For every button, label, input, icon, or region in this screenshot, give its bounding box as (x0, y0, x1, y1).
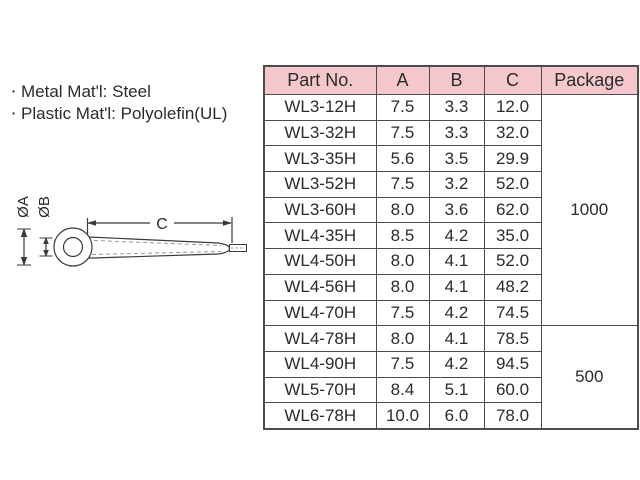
arrowhead-up (43, 237, 49, 244)
ring-outer-circle (53, 227, 93, 267)
dim-a-cell: 7.5 (375, 94, 430, 121)
dim-b-cell: 4.1 (428, 325, 485, 352)
part-number-cell: WL4-56H (263, 273, 377, 301)
sleeve-texture-bottom (91, 251, 222, 255)
part-number-cell: WL3-12H (263, 94, 377, 121)
arrowhead-right (223, 220, 232, 226)
arrowhead-left (87, 220, 96, 226)
dim-b-label: ØB (36, 196, 53, 218)
dim-c-cell: 32.0 (483, 119, 542, 147)
part-number-cell: WL3-35H (263, 145, 377, 173)
dim-a-cell: 8.0 (375, 273, 430, 301)
dim-a-cell: 8.0 (375, 325, 430, 352)
dim-a-cell: 7.5 (375, 299, 430, 327)
dim-a-cell: 8.0 (375, 248, 430, 275)
part-number-cell: WL3-52H (263, 171, 377, 198)
dim-b-cell: 3.6 (428, 196, 485, 224)
dim-c-cell: 35.0 (483, 222, 542, 250)
dim-c-cell: 74.5 (483, 299, 542, 327)
ring-inner-circle (62, 236, 84, 258)
material-label-metal: Metal Mat'l: Steel (21, 82, 151, 101)
material-item-metal: · Metal Mat'l: Steel (6, 81, 227, 103)
dim-b-cell: 4.2 (428, 299, 485, 327)
table-row: WL5-70H 8.4 5.1 60.0 (263, 376, 638, 404)
dim-a-cell: 10.0 (375, 402, 430, 430)
dim-c-cell: 60.0 (483, 376, 542, 404)
spec-table-body: WL3-12H 7.5 3.3 12.0 1000 WL3-32H 7.5 3.3 32.0 WL… (263, 93, 639, 430)
dim-a-cell: 5.6 (375, 145, 430, 173)
sleeve-body-outline (77, 235, 231, 260)
bullet-dot: · (10, 103, 17, 124)
table-row: WL4-90H 7.5 4.2 94.5 (263, 350, 638, 378)
dim-c-cell: 78.5 (483, 325, 542, 352)
package-cell: 500 (540, 325, 639, 430)
part-number-cell: WL4-35H (263, 222, 377, 250)
dim-c-cell: 48.2 (483, 273, 542, 301)
table-row: WL4-50H 8.0 4.1 52.0 (263, 248, 638, 275)
header-row: Part No. A B C Package (263, 65, 639, 95)
part-number-cell: WL4-90H (263, 350, 377, 378)
part-number-cell: WL3-60H (263, 196, 377, 224)
wire-stub (229, 244, 247, 252)
table-row: WL4-78H 8.0 4.1 78.5 500 (263, 325, 639, 430)
dim-b-cell: 4.2 (428, 222, 485, 250)
table-row: WL3-52H 7.5 3.2 52.0 (263, 171, 638, 198)
dim-b-cell: 4.1 (428, 248, 485, 275)
header-package: Package (540, 65, 639, 95)
spec-table: Part No. A B C Package WL3-12H 7.5 3.3 12.0… (263, 65, 639, 430)
dim-c-cell: 78.0 (483, 402, 542, 430)
spec-table-header: Part No. A B C Package (263, 65, 639, 95)
arrowhead-down (43, 250, 49, 257)
part-number-cell: WL5-70H (263, 376, 377, 404)
package-cell: 1000 (540, 93, 639, 327)
header-c: C (483, 65, 542, 95)
dim-c-cell: 12.0 (483, 94, 542, 121)
dim-b-cell: 6.0 (428, 402, 485, 430)
dim-b-cell: 4.1 (428, 273, 485, 301)
table-row: WL6-78H 10.0 6.0 78.0 (263, 402, 638, 430)
dim-c-cell: 94.5 (483, 350, 542, 378)
dim-b-cell: 5.1 (428, 376, 485, 404)
dim-a-cell: 7.5 (375, 119, 430, 147)
sleeve-texture-top (93, 240, 222, 246)
dim-b-cell: 3.5 (428, 145, 485, 173)
materials-list: · Metal Mat'l: Steel · Plastic Mat'l: Po… (6, 81, 227, 125)
dim-c-cell: 62.0 (483, 196, 542, 224)
header-b: B (428, 65, 485, 95)
dim-a-cell: 8.4 (375, 376, 430, 404)
dim-b-cell: 3.2 (428, 171, 485, 198)
dim-b-cell: 3.3 (428, 94, 485, 121)
dim-c-cell: 29.9 (483, 145, 542, 173)
table-row: WL4-35H 8.5 4.2 35.0 (263, 222, 638, 250)
dim-b-cell: 4.2 (428, 350, 485, 378)
arrowhead-up (20, 228, 28, 237)
header-part-no: Part No. (263, 65, 377, 95)
part-number-cell: WL6-78H (263, 402, 377, 430)
part-number-cell: WL4-70H (263, 299, 377, 327)
dim-a-cell: 7.5 (375, 171, 430, 198)
dim-a-cell: 8.0 (375, 196, 430, 224)
part-number-cell: WL4-78H (263, 325, 377, 352)
material-item-plastic: · Plastic Mat'l: Polyolefin(UL) (6, 103, 227, 125)
part-number-cell: WL4-50H (263, 248, 377, 275)
dim-b-cell: 3.3 (428, 119, 485, 147)
bullet-dot: · (10, 81, 17, 102)
dim-a-cell: 7.5 (375, 350, 430, 378)
table-row: WL3-32H 7.5 3.3 32.0 (263, 119, 638, 147)
table-row: WL3-35H 5.6 3.5 29.9 (263, 145, 638, 173)
table-row: WL3-12H 7.5 3.3 12.0 1000 (263, 93, 639, 327)
dim-a-cell: 8.5 (375, 222, 430, 250)
dim-a-label: ØA (15, 196, 32, 218)
dim-c-label: C (156, 216, 168, 233)
material-label-plastic: Plastic Mat'l: Polyolefin(UL) (21, 104, 228, 123)
header-a: A (375, 65, 430, 95)
dim-c-cell: 52.0 (483, 171, 542, 198)
dim-c-cell: 52.0 (483, 248, 542, 275)
arrowhead-down (20, 257, 28, 266)
part-number-cell: WL3-32H (263, 119, 377, 147)
